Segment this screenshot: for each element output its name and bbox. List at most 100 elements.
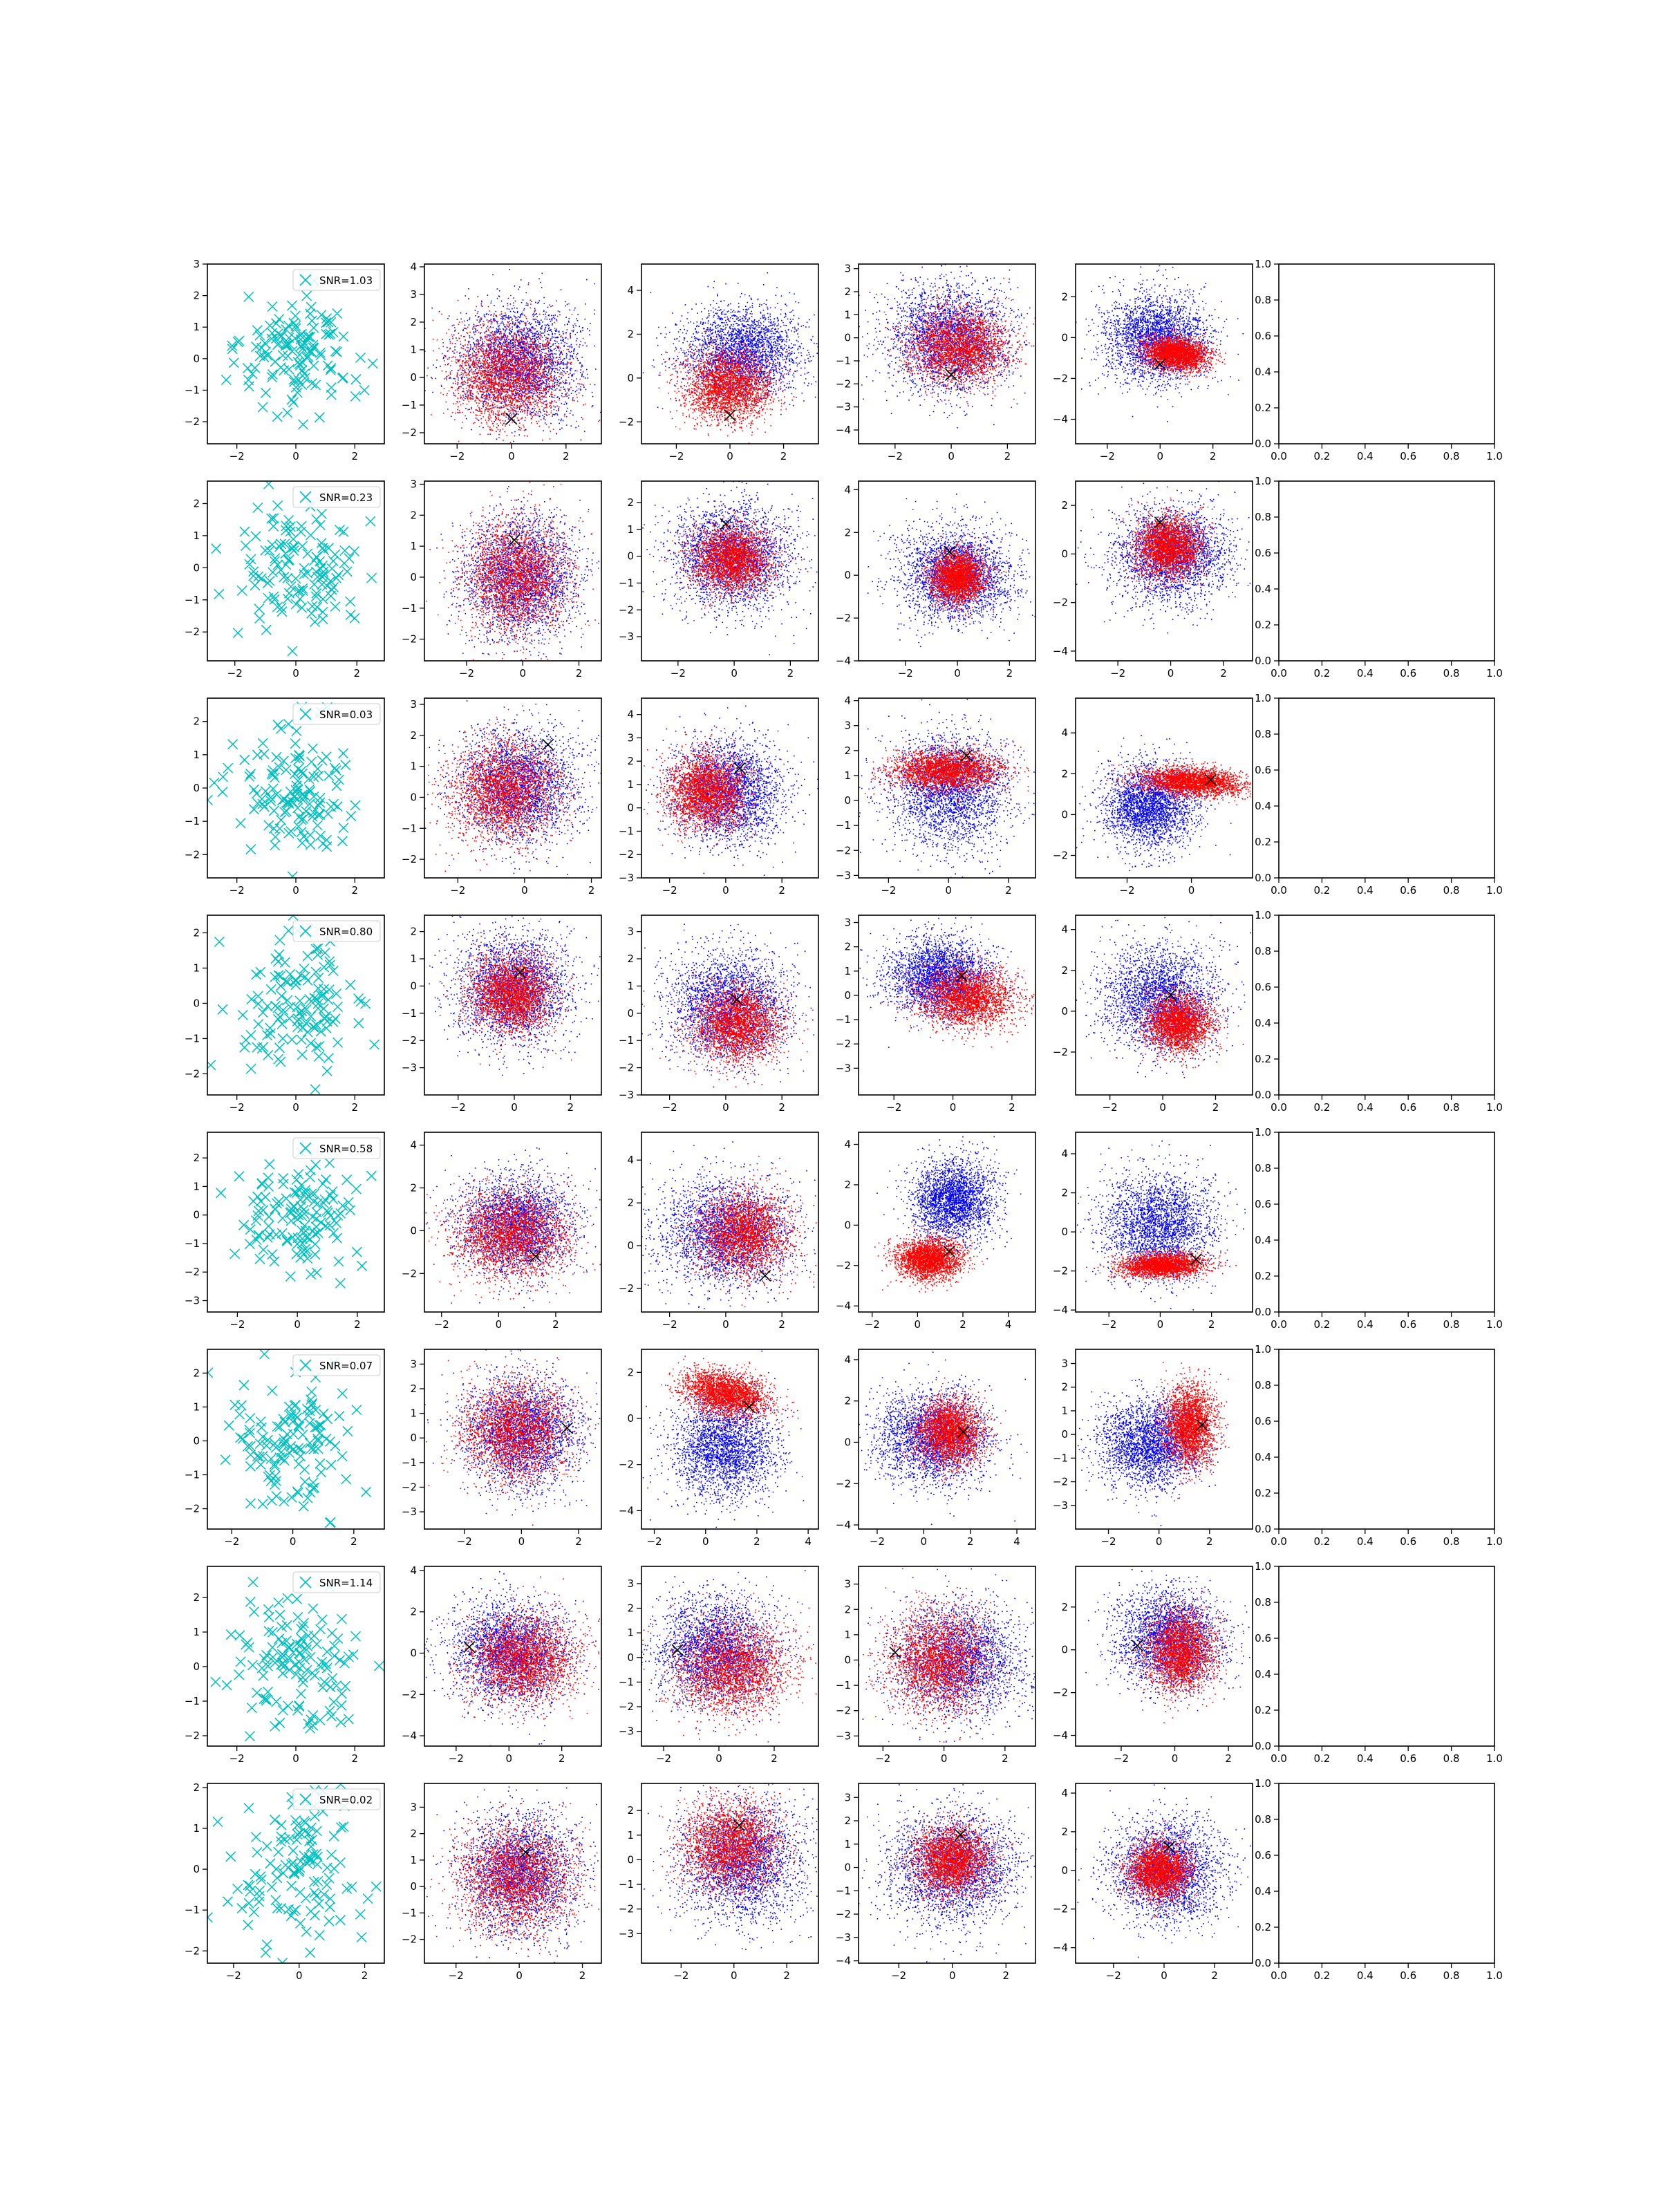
row-1-panel-4-ytick-label: −4 [836,424,851,436]
row-3-panel-4-ytick-label: 1 [844,769,851,782]
row-7-panel-3-ytick-label: −3 [619,1725,634,1738]
row-7-panel-3-ytick-label: 0 [627,1651,634,1664]
row-1-panel-3-blue-points [615,273,856,450]
row-3-panel-3-ytick-label: −2 [619,848,634,861]
row-3-panel-3-ytick-label: 2 [627,755,634,767]
row-5-reference-xtick-label: 0 [294,1318,301,1331]
row-5-panel-2-xtick-label: −2 [434,1318,449,1331]
row-1-reference-xtick-label: −2 [229,450,245,462]
row-2-panel-5-xtick-label: 0 [1168,667,1174,679]
row-1-reference-ytick-label: 2 [193,290,200,302]
row-2-empty-ytick-label: 0.2 [1255,619,1271,631]
row-7-panel-5-ytick-label: −2 [1053,1687,1068,1699]
row-3-empty-xtick-label: 1.0 [1486,884,1503,897]
row-3-reference-xtick-label: 2 [352,884,359,897]
row-4-empty-xtick-label: 1.0 [1486,1101,1503,1114]
row-1-reference-ytick-label: 3 [193,258,200,270]
row-4-panel-3-blue-points [621,924,827,1087]
row-7-panel-4-blue-points [849,1564,1080,1748]
row-1-empty-frame [1279,264,1494,444]
row-8-reference-ytick-label: 2 [193,1781,200,1794]
row-6-panel-4-xtick-label: 4 [1013,1535,1020,1548]
row-5-panel-4-xtick-label: −2 [865,1318,880,1331]
row-6-panel-3: −2 0 2 4−4−202 [619,1349,818,1548]
row-3-panel-2-red-points [415,706,590,871]
row-5-panel-3-xtick-label: 2 [778,1318,785,1331]
row-5-reference-xtick-label: 2 [354,1318,361,1331]
row-2-empty-xtick-label: 0.8 [1443,667,1460,679]
row-2-panel-5-ytick-label: −2 [1053,597,1068,609]
row-6-empty-xtick-label: 1.0 [1486,1535,1503,1548]
row-1-panel-2-ytick-label: 1 [410,344,417,356]
row-6-panel-3-xtick-label: 0 [702,1535,709,1548]
row-8-panel-2-frame [424,1783,601,1963]
row-3-empty-ytick-label: 0.2 [1255,836,1271,848]
row-5-empty-ytick-label: 0.8 [1255,1162,1271,1174]
row-3-panel-3-ytick-label: 1 [627,778,634,791]
row-4-panel-3-ytick-label: 2 [627,953,634,965]
row-3-panel-5-ytick-label: −2 [1053,850,1068,862]
row-5-panel-4-xtick-label: 0 [915,1318,921,1331]
row-3-panel-3-ytick-label: 0 [627,802,634,814]
row-8-empty-xtick-label: 0.6 [1400,1969,1416,1982]
row-4-panel-5-ytick-label: 4 [1061,924,1068,936]
row-1-reference-ytick-label: −2 [185,415,200,428]
row-5-panel-5-ytick-label: −4 [1053,1304,1068,1316]
row-7-panel-5-xtick-label: 2 [1225,1752,1232,1765]
row-1-legend-label: SNR=1.03 [319,274,373,287]
row-4-panel-2-xtick-label: −2 [451,1101,466,1114]
row-6-panel-5-xtick-label: 2 [1206,1535,1213,1548]
row-3-panel-2-ytick-label: −1 [402,822,417,834]
row-2-panel-3-xtick-label: 0 [731,667,738,679]
row-4-panel-3-ytick-label: −2 [619,1062,634,1074]
row-1-reference-points [221,276,377,429]
row-3-panel-4-ytick-label: 2 [844,744,851,757]
row-8-panel-2-ytick-label: 1 [410,1854,417,1866]
row-5-panel-5-xtick-label: 0 [1157,1318,1164,1331]
row-1-empty-xtick-label: 0.6 [1400,450,1416,462]
row-4-reference-ytick-label: 2 [193,926,200,939]
row-4-panel-3-red-points [644,954,814,1087]
row-6-panel-5-red-points [1150,1362,1230,1498]
row-8-legend-label: SNR=0.02 [319,1794,373,1806]
row-6-panel-3-ytick-label: −4 [619,1504,634,1517]
row-4-panel-3-ytick-label: 1 [627,980,634,992]
row-6-empty-ytick-label: 0.8 [1255,1379,1271,1391]
row-4-panel-4-xtick-label: 2 [1009,1101,1015,1114]
row-7-panel-2-xtick-label: 2 [559,1752,565,1765]
row-4-reference-ytick-label: −1 [185,1032,200,1044]
row-6-empty-xtick-label: 0.4 [1357,1535,1374,1548]
row-4-panel-5-xtick-label: 2 [1212,1101,1219,1114]
row-1-panel-2-ytick-label: 4 [410,261,417,273]
row-3-reference-ytick-label: 0 [193,782,200,794]
row-3-panel-3-ytick-label: 4 [627,709,634,721]
row-8-panel-5-ytick-label: 2 [1061,1826,1068,1838]
row-1-reference-ytick-label: 0 [193,353,200,365]
row-5-panel-4-ytick-label: 0 [844,1219,851,1231]
row-3-panel-5-ytick-label: 4 [1061,727,1068,739]
row-1-panel-5-xtick-label: −2 [1100,450,1115,462]
row-4-panel-5-xtick-label: 0 [1159,1101,1166,1114]
row-7-panel-3-ytick-label: −2 [619,1700,634,1713]
row-4-empty-ytick-label: 0.4 [1255,1017,1271,1029]
row-3-panel-2-ytick-label: 2 [410,729,417,742]
row-7-reference-ytick-label: −1 [185,1695,200,1707]
row-8-reference-ytick-label: −2 [185,1944,200,1957]
row-8-panel-5-ytick-label: −2 [1053,1903,1068,1915]
row-6-panel-4-ytick-label: −4 [836,1519,851,1531]
row-1-panel-3-ytick-label: −2 [619,415,634,428]
row-3-panel-4-ytick-label: −3 [836,869,851,881]
row-7-panel-4-ytick-label: 0 [844,1653,851,1666]
row-5-empty-ytick-label: 0.4 [1255,1234,1271,1246]
row-1-reference-xtick-label: 2 [352,450,359,462]
row-5-empty-panel: 0.0 0.2 0.4 0.6 0.8 1.00.00.20.40.60.81.0 [1255,1126,1503,1331]
row-6-panel-2-ytick-label: −1 [402,1456,417,1469]
